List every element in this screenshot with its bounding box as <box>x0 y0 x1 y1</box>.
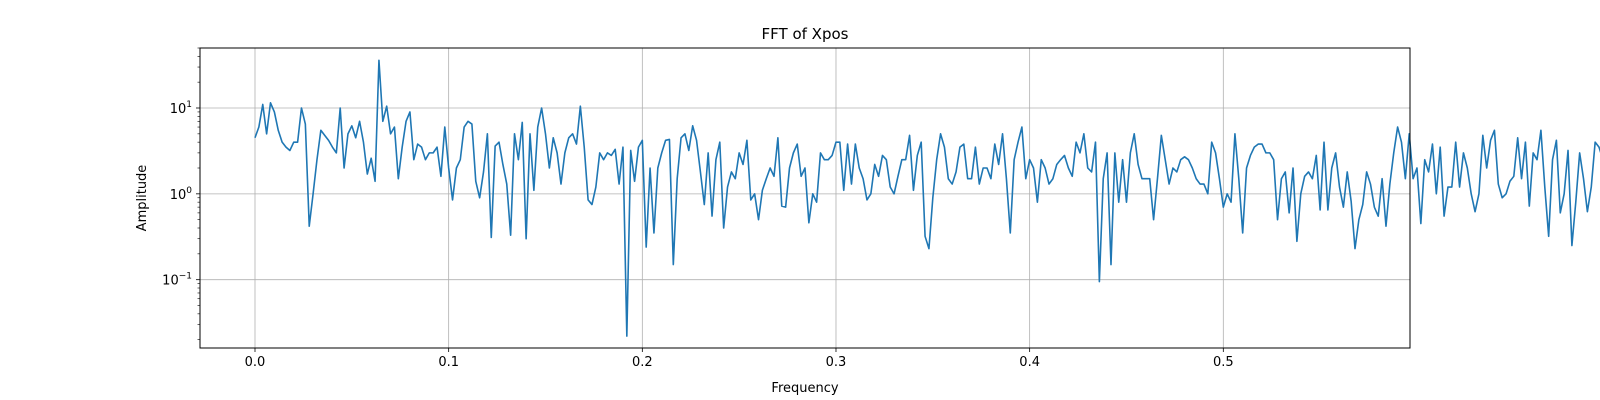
y-tick-label: 10−1 <box>162 272 192 289</box>
x-tick-label: 0.2 <box>632 355 653 370</box>
x-tick-label: 0.5 <box>1213 355 1234 370</box>
y-tick-base: 10 <box>170 188 187 203</box>
y-tick-exponent: −1 <box>179 272 192 282</box>
y-tick-base: 10 <box>162 274 179 289</box>
x-tick-label: 0.1 <box>438 355 459 370</box>
x-tick-label: 0.3 <box>826 355 847 370</box>
x-tick-label: 0.0 <box>245 355 266 370</box>
plot-area <box>254 59 1600 337</box>
y-tick-label: 100 <box>170 186 193 203</box>
chart-title: FFT of Xpos <box>762 25 849 43</box>
y-tick-base: 10 <box>170 102 187 117</box>
series-line <box>254 59 1600 337</box>
x-axis-label: Frequency <box>771 381 838 396</box>
y-axis-label: Amplitude <box>135 165 150 232</box>
y-tick-label: 101 <box>170 100 192 117</box>
x-tick-label: 0.4 <box>1019 355 1040 370</box>
y-tick-exponent: 1 <box>186 100 192 110</box>
y-tick-exponent: 0 <box>186 186 192 196</box>
